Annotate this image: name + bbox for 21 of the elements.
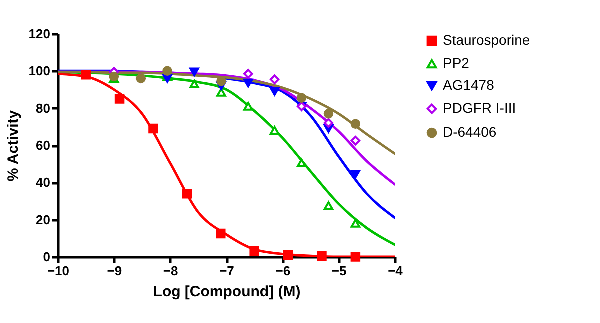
x-axis-title: Log [Compound] (M): [153, 284, 301, 300]
y-tick-label: 60: [36, 138, 50, 153]
x-tick-label: −8: [163, 264, 178, 278]
y-tick-label: 40: [36, 175, 50, 190]
y-tick-label: 100: [28, 64, 50, 79]
legend-label: AG1478: [443, 77, 495, 93]
y-tick-label: 0: [43, 250, 50, 264]
legend-label: PDGFR I-III: [443, 100, 516, 116]
y-tick-label: 20: [36, 212, 50, 228]
x-tick-label: −4: [388, 264, 404, 278]
legend-label: D-64406: [443, 124, 497, 140]
x-tick-label: −7: [220, 264, 234, 278]
y-tick-label: 120: [28, 26, 50, 42]
x-tick-label: −6: [276, 264, 291, 278]
y-tick-label: 80: [36, 100, 50, 116]
x-tick-label: −10: [47, 264, 70, 278]
x-tick-label: −9: [107, 264, 122, 278]
legend-label: Staurosporine: [443, 32, 530, 48]
x-tick-label: −5: [332, 264, 347, 278]
legend-label: PP2: [443, 55, 470, 71]
y-axis-title: % Activity: [4, 110, 22, 182]
